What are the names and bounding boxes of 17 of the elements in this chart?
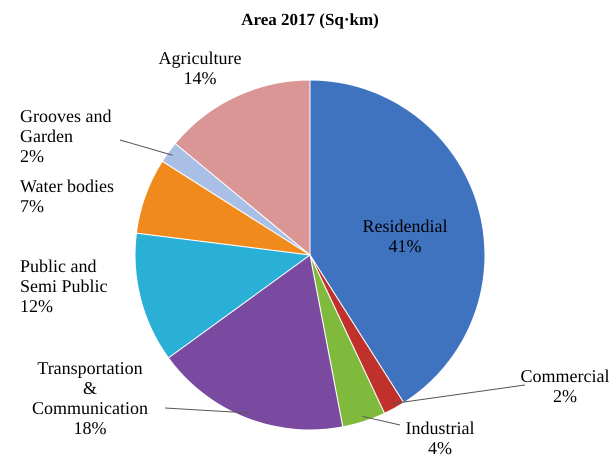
data-label: 7% [20,196,44,216]
data-label: 2% [20,146,44,166]
slice-label: Grooves and Garden [20,106,112,146]
chart-title: Area 2017 (Sq·km) [241,10,379,29]
data-label: 41% [388,236,422,256]
slice-label: Transportation & Communication [32,358,148,418]
data-label: 4% [428,438,452,458]
slice-label: Water bodies [20,176,114,196]
slice-label: Residendial [362,216,448,236]
data-label: 12% [20,296,53,316]
data-label: 2% [553,386,577,406]
data-label: 14% [184,68,216,88]
slice-label: Agriculture [158,48,242,68]
slice-label: Public and Semi Public [20,256,108,296]
slice-label: Industrial [406,418,474,438]
data-label: 18% [74,418,106,438]
slice-label: Commercial [520,366,609,386]
